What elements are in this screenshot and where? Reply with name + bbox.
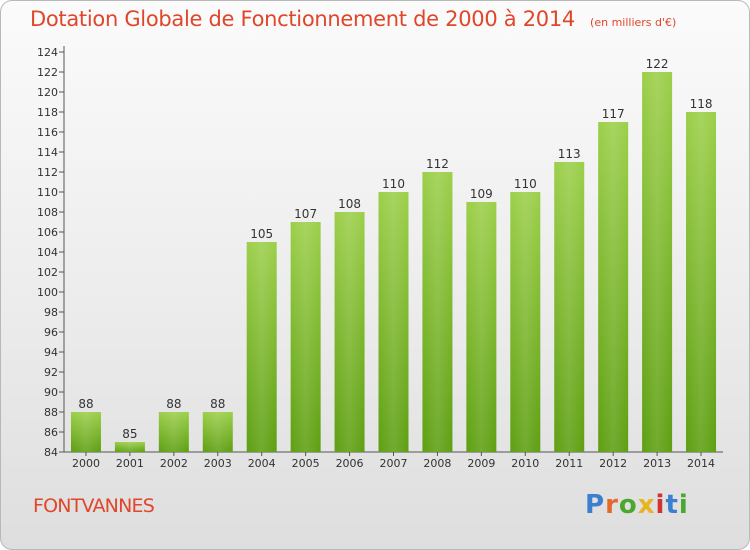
x-tick-label: 2004 [248, 457, 276, 470]
y-tick-label: 98 [44, 306, 58, 319]
title-row: Dotation Globale de Fonctionnement de 20… [30, 7, 676, 31]
y-tick-label: 120 [37, 86, 58, 99]
logo-letter: i [678, 490, 689, 520]
y-tick-label: 86 [44, 426, 58, 439]
bar-value-label: 108 [338, 197, 361, 211]
bar-highlight [334, 212, 365, 452]
bar-value-label: 88 [78, 397, 93, 411]
y-tick-label: 100 [37, 286, 58, 299]
y-tick-label: 124 [37, 46, 58, 59]
bar-value-label: 107 [294, 207, 317, 221]
chart-subtitle: (en milliers d'€) [590, 16, 677, 29]
x-tick-label: 2009 [467, 457, 495, 470]
y-tick-label: 116 [37, 126, 58, 139]
y-tick-label: 122 [37, 66, 58, 79]
y-tick-label: 106 [37, 226, 58, 239]
chart-title: Dotation Globale de Fonctionnement de 20… [30, 7, 575, 31]
x-tick-label: 2012 [599, 457, 627, 470]
bar-value-label: 105 [250, 227, 273, 241]
x-tick-label: 2002 [160, 457, 188, 470]
logo-letter: x [637, 490, 656, 520]
logo-letter: r [605, 490, 619, 520]
x-tick-label: 2005 [292, 457, 320, 470]
bar-highlight [554, 162, 585, 452]
logo-letter: i [655, 490, 666, 520]
proxiti-logo[interactable]: Proxiti [585, 490, 689, 520]
bar-highlight [422, 172, 453, 452]
bar-value-label: 122 [646, 57, 669, 71]
y-tick-label: 112 [37, 166, 58, 179]
logo-letter: t [665, 490, 679, 520]
y-tick-label: 88 [44, 406, 58, 419]
x-tick-label: 2001 [116, 457, 144, 470]
bar-highlight [114, 442, 145, 452]
logo-letter: P [585, 490, 606, 520]
x-tick-label: 2007 [380, 457, 408, 470]
bar-highlight [158, 412, 189, 452]
x-tick-label: 2011 [555, 457, 583, 470]
bar-value-label: 117 [602, 107, 625, 121]
y-tick-label: 84 [44, 446, 58, 459]
bar-highlight [246, 242, 277, 452]
bar-value-label: 112 [426, 157, 449, 171]
bar-highlight [510, 192, 541, 452]
x-tick-label: 2003 [204, 457, 232, 470]
x-tick-label: 2014 [687, 457, 715, 470]
y-tick-label: 102 [37, 266, 58, 279]
commune-name: FONTVANNES [33, 495, 155, 517]
x-tick-label: 2008 [423, 457, 451, 470]
y-tick-label: 104 [37, 246, 58, 259]
bar-highlight [378, 192, 409, 452]
x-tick-label: 2006 [336, 457, 364, 470]
bar-highlight [70, 412, 101, 452]
bar-value-label: 110 [382, 177, 405, 191]
bar-value-label: 109 [470, 187, 493, 201]
y-tick-label: 90 [44, 386, 58, 399]
chart-axes: 84 86 88 90 92 94 96 98 100 102 104 106 108 110 112 114… [37, 46, 723, 470]
chart-bars: 88 85 88 88 105 107 108 110 112 109 110 113 117 122 11… [70, 57, 717, 452]
bar-value-label: 118 [690, 97, 713, 111]
bar-highlight [466, 202, 497, 452]
bar-value-label: 110 [514, 177, 537, 191]
bar-value-label: 88 [210, 397, 225, 411]
bar-value-label: 88 [166, 397, 181, 411]
bar-highlight [686, 112, 717, 452]
bar-highlight [598, 122, 629, 452]
y-tick-label: 118 [37, 106, 58, 119]
x-tick-label: 2013 [643, 457, 671, 470]
logo-letter: o [618, 490, 638, 520]
x-tick-label: 2010 [511, 457, 539, 470]
y-tick-label: 114 [37, 146, 58, 159]
y-tick-label: 110 [37, 186, 58, 199]
bar-value-label: 85 [122, 427, 137, 441]
bar-highlight [290, 222, 321, 452]
x-tick-label: 2000 [72, 457, 100, 470]
y-tick-label: 92 [44, 366, 58, 379]
y-tick-label: 96 [44, 326, 58, 339]
bar-value-label: 113 [558, 147, 581, 161]
y-tick-label: 108 [37, 206, 58, 219]
bar-highlight [202, 412, 233, 452]
y-tick-label: 94 [44, 346, 58, 359]
bar-highlight [642, 72, 673, 452]
